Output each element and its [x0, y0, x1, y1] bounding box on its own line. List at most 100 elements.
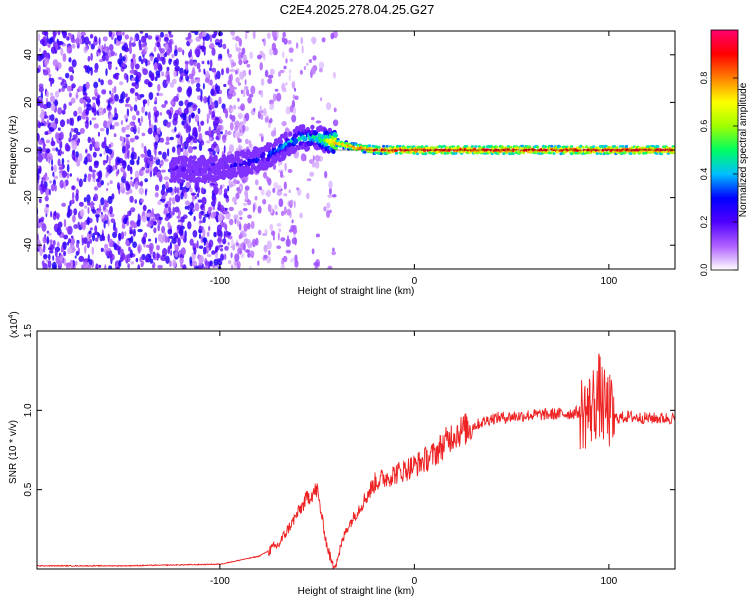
heatmap-cell [37, 239, 41, 246]
heatmap-cell [134, 180, 139, 190]
heatmap-cell [122, 171, 127, 180]
heatmap-cell [193, 61, 197, 67]
heatmap-cell [141, 236, 146, 245]
heatmap-cell [98, 264, 101, 268]
heatmap-cell [161, 71, 164, 77]
heatmap-cell [41, 184, 47, 193]
heatmap-cell [100, 79, 104, 86]
heatmap-cell [196, 240, 199, 249]
heatmap-cell [181, 142, 185, 150]
heatmap-cell [42, 140, 46, 149]
heatmap-cell [52, 31, 56, 39]
heatmap-cell [209, 42, 215, 48]
heatmap-cell [375, 148, 379, 151]
heatmap-cell [522, 151, 526, 155]
heatmap-cell [224, 109, 228, 114]
heatmap-cell [99, 127, 105, 132]
heatmap-cell [93, 161, 99, 169]
heatmap-cell [261, 233, 268, 236]
heatmap-cell [161, 225, 166, 234]
heatmap-cell [121, 62, 126, 68]
heatmap-cell [178, 178, 183, 184]
heatmap-cell [227, 53, 232, 58]
heatmap-cell [332, 119, 339, 127]
heatmap-cell [68, 238, 72, 244]
heatmap-cell [57, 158, 61, 167]
heatmap-cell [311, 116, 315, 121]
heatmap-cell [108, 148, 113, 155]
heatmap-cell [179, 257, 184, 264]
heatmap-cell [127, 263, 130, 269]
heatmap-cell [222, 238, 227, 245]
heatmap-cell [65, 72, 70, 79]
heatmap-cell [125, 134, 130, 138]
heatmap-cell [315, 233, 320, 238]
heatmap-cell [124, 93, 128, 98]
heatmap-cell [131, 147, 135, 153]
heatmap-cell [80, 31, 86, 37]
heatmap-cell [231, 115, 236, 122]
heatmap-cell [212, 211, 217, 218]
heatmap-cell [287, 169, 293, 173]
heatmap-cell [155, 70, 161, 76]
heatmap-cell [592, 145, 596, 149]
heatmap-cell [121, 142, 126, 148]
heatmap-cell [268, 48, 274, 56]
heatmap-cell [38, 86, 44, 93]
heatmap-cell [129, 46, 132, 55]
heatmap-cell [81, 237, 84, 246]
heatmap-cell [196, 82, 201, 89]
heatmap-cell [64, 142, 70, 152]
heatmap-cell [66, 118, 70, 125]
heatmap-cell [59, 148, 62, 157]
heatmap-cell [83, 178, 87, 183]
heatmap-cell [83, 65, 88, 69]
heatmap-cell [166, 121, 171, 128]
spectrogram-y-axis-label: Frequency (Hz) [8, 116, 19, 185]
heatmap-cell [83, 100, 87, 109]
heatmap-cell [169, 197, 172, 202]
heatmap-cell [185, 62, 189, 72]
heatmap-cell [173, 95, 179, 102]
heatmap-cell [116, 266, 120, 269]
heatmap-cell [87, 207, 90, 214]
heatmap-cell [215, 85, 221, 92]
heatmap-cell [385, 144, 389, 148]
heatmap-cell [69, 74, 74, 82]
heatmap-cell [175, 235, 179, 239]
heatmap-cell [167, 228, 173, 235]
heatmap-cell [177, 86, 183, 93]
heatmap-cell [66, 241, 70, 246]
heatmap-cell [184, 205, 189, 210]
heatmap-cell [235, 47, 242, 52]
heatmap-cell [46, 101, 52, 109]
snr-multiplier-base: (x10 [9, 318, 20, 338]
heatmap-cell [227, 241, 230, 246]
heatmap-cell [204, 260, 209, 267]
heatmap-cell [155, 36, 159, 41]
heatmap-cell [78, 255, 85, 262]
heatmap-cell [137, 117, 141, 123]
heatmap-cell [138, 187, 144, 195]
heatmap-cell [189, 59, 194, 66]
heatmap-cell [152, 167, 157, 174]
heatmap-cell [196, 193, 200, 198]
heatmap-cell [239, 216, 243, 220]
y-tick-label: 20 [23, 96, 34, 108]
heatmap-cell [44, 206, 49, 215]
heatmap-cell [206, 231, 210, 237]
heatmap-cell [233, 214, 239, 220]
heatmap-cell [127, 211, 130, 217]
heatmap-cell [202, 237, 208, 243]
heatmap-cell [76, 139, 80, 146]
heatmap-cell [93, 81, 99, 89]
heatmap-cell [169, 58, 173, 63]
heatmap-cell [209, 97, 213, 104]
heatmap-cell [289, 105, 294, 113]
heatmap-cell [313, 262, 319, 267]
heatmap-cell [108, 99, 111, 109]
heatmap-cell [235, 180, 240, 185]
heatmap-cell [133, 104, 138, 112]
heatmap-cell [130, 261, 134, 265]
heatmap-cell [68, 92, 72, 98]
